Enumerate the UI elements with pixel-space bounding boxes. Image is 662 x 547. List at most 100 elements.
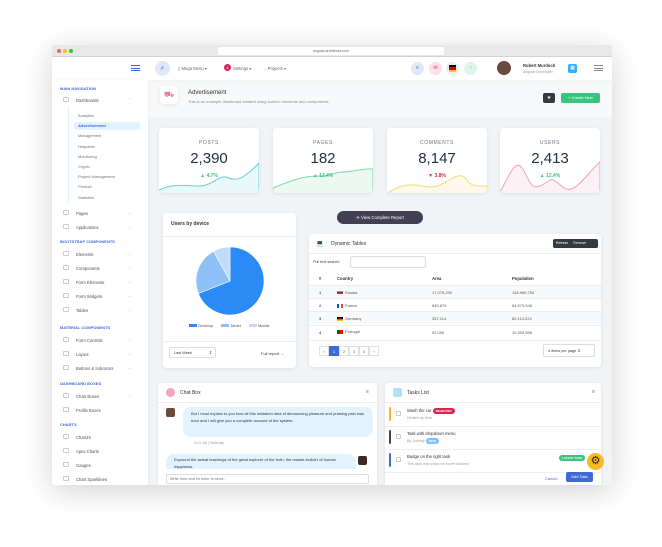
sidebar-subitem[interactable]: Project Management <box>78 174 115 180</box>
sidebar-section-main: Main Navigation <box>60 86 96 91</box>
sidebar-item[interactable]: Gauges <box>76 463 91 468</box>
chevron-down-icon: ⌄ <box>128 279 132 284</box>
boxes-item-icon <box>63 393 69 398</box>
table-row[interactable]: 2 France 640,679 64,979,548 <box>309 298 601 312</box>
chat-input[interactable]: Write here and hit enter to send... <box>166 474 369 484</box>
task-subtitle: Written by Bob <box>407 416 432 420</box>
column-header[interactable]: Area <box>432 276 442 281</box>
sidebar-item[interactable]: Form Elements <box>76 280 105 285</box>
sidebar-item[interactable]: Chart Sparklines <box>76 477 107 482</box>
column-header[interactable]: Population <box>512 276 534 281</box>
table-row[interactable]: 4 Portugal 92,090 10,329,506 <box>309 324 601 338</box>
sidebar-subitem[interactable]: Product <box>78 184 92 190</box>
grid-icon[interactable]: ≡ <box>411 62 424 75</box>
sidebar-item[interactable]: Form Controls <box>76 338 103 343</box>
refresh-button[interactable]: Refresh <box>556 241 569 245</box>
activity-icon[interactable]: ◔ <box>464 62 477 75</box>
column-header[interactable]: Country <box>337 276 354 281</box>
full-report-link[interactable]: Full report → <box>261 351 285 356</box>
view-report-button[interactable]: ✈ View Complete Report <box>337 211 423 224</box>
menu-icon[interactable] <box>594 65 603 71</box>
sidebar-item[interactable]: Elements <box>76 252 94 257</box>
settings-badge: 4 <box>224 64 231 71</box>
sidebar-item[interactable]: Profile Boxes <box>76 408 101 413</box>
sidebar-item-pages[interactable]: Pages <box>76 211 88 216</box>
sidebar-item[interactable]: Layout <box>76 352 89 357</box>
sidebar-subitem[interactable]: Advertisement <box>78 123 106 129</box>
close-dot[interactable] <box>57 49 61 53</box>
sidebar-subitem[interactable]: Monitoring <box>78 153 97 159</box>
page-button[interactable]: 3 <box>349 346 359 356</box>
sidebar-item[interactable]: Buttons & Indicators <box>76 366 114 371</box>
settings-menu[interactable]: Settings ▾ <box>233 66 252 71</box>
sidebar-subitem[interactable]: Management <box>78 133 102 139</box>
sidebar-item[interactable]: Form Widgets <box>76 294 103 299</box>
stat-label: POSTS <box>199 140 219 146</box>
country-cell: France <box>337 303 357 308</box>
period-select[interactable]: Last Week ⇕ <box>169 347 216 358</box>
page-button[interactable]: » <box>369 346 379 356</box>
cancel-button[interactable]: Cancel <box>545 476 558 481</box>
task-status-bar <box>389 430 391 444</box>
star-button[interactable]: ★ <box>543 93 555 103</box>
notifications-icon[interactable]: ✉ <box>429 62 442 75</box>
material-item-icon <box>63 337 69 342</box>
page-subtitle: This is an example dashboard created usi… <box>188 99 330 104</box>
sparkline <box>500 161 600 193</box>
chat-timestamp: 11:01 AM | Yesterday <box>194 441 224 445</box>
sidebar-subitem[interactable]: Statistics <box>78 194 95 200</box>
sidebar-item[interactable]: Chart Boxes <box>76 394 100 399</box>
avatar[interactable] <box>497 61 511 75</box>
page-button[interactable]: « <box>319 346 329 356</box>
language-flag-icon[interactable] <box>446 62 459 75</box>
create-new-button[interactable]: + Create New <box>561 93 600 103</box>
calendar-icon[interactable]: ▦ <box>568 64 577 73</box>
menu-icon[interactable]: ≡ <box>366 389 369 395</box>
app-header: ⌕ ▯ Mega Menu ▾ 4 Settings ▾ ◌ Projects … <box>52 57 612 80</box>
table-row[interactable]: 1 Russia 17,075,200 146,989,754 <box>309 285 601 298</box>
sidebar-section-boxes: Dashboard Boxes <box>60 381 102 386</box>
sidebar-subitem[interactable]: Crypto <box>78 164 90 169</box>
chat-icon <box>166 388 175 397</box>
sidebar-item-applications[interactable]: Applications <box>76 225 99 230</box>
task-checkbox[interactable] <box>396 457 401 462</box>
settings-gear-icon[interactable]: ⚙ <box>587 453 604 470</box>
task-checkbox[interactable] <box>396 411 401 416</box>
charts-item-icon <box>63 462 69 467</box>
minimize-dot[interactable] <box>63 49 67 53</box>
submenu-line <box>68 107 69 202</box>
table-row[interactable]: 3 Germany 357,114 82,114,224 <box>309 311 601 325</box>
page-button[interactable]: 2 <box>339 346 349 356</box>
maximize-dot[interactable] <box>69 49 73 53</box>
menu-icon[interactable]: ≡ <box>592 389 595 395</box>
legend-item: Mobile <box>248 323 270 328</box>
flag-icon <box>337 303 345 308</box>
remove-button[interactable]: Remove <box>573 241 587 245</box>
sidebar-item-dashboards[interactable]: Dashboards <box>76 98 99 103</box>
pie-slice-tablet <box>195 250 231 294</box>
country-cell: Russia <box>337 290 357 295</box>
stat-change: ▼ 3.8% <box>428 173 446 179</box>
search-input[interactable] <box>350 256 426 268</box>
card-title: Users by device <box>171 221 210 227</box>
projects-menu[interactable]: ◌ Projects ▾ <box>264 66 287 71</box>
task-checkbox[interactable] <box>396 434 401 439</box>
page-button[interactable]: 4 <box>359 346 369 356</box>
sidebar-item[interactable]: Tables <box>76 308 89 313</box>
hamburger-icon[interactable] <box>131 65 140 71</box>
page-button[interactable]: 1 <box>329 346 339 356</box>
sidebar-item[interactable]: Apex Charts <box>76 449 100 454</box>
column-header[interactable]: # <box>319 276 322 281</box>
address-bar[interactable]: angular.architectui.com <box>218 47 444 55</box>
sidebar-subitem[interactable]: Analytics <box>78 113 95 118</box>
task-title: Task with dropdown menu <box>407 431 456 436</box>
add-task-button[interactable]: Add Task <box>566 472 593 482</box>
search-icon[interactable]: ⌕ <box>155 61 170 76</box>
sidebar-item[interactable]: ChartJS <box>76 435 92 440</box>
mega-menu[interactable]: ▯ Mega Menu ▾ <box>178 66 207 71</box>
rocket-icon <box>63 97 69 102</box>
per-page-select[interactable]: 4 items per page ⇕ <box>543 344 595 357</box>
sidebar-item[interactable]: Components <box>76 266 100 271</box>
sidebar-subitem[interactable]: Helpdesk <box>78 143 95 149</box>
bootstrap-item-icon <box>63 293 69 298</box>
